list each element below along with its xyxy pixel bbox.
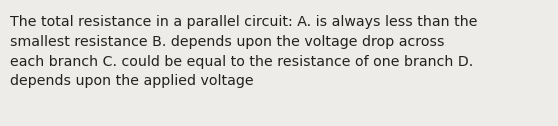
Text: The total resistance in a parallel circuit: A. is always less than the
smallest : The total resistance in a parallel circu… (10, 15, 478, 88)
